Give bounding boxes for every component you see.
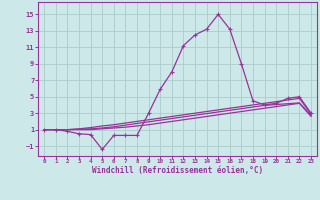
X-axis label: Windchill (Refroidissement éolien,°C): Windchill (Refroidissement éolien,°C) [92, 166, 263, 175]
